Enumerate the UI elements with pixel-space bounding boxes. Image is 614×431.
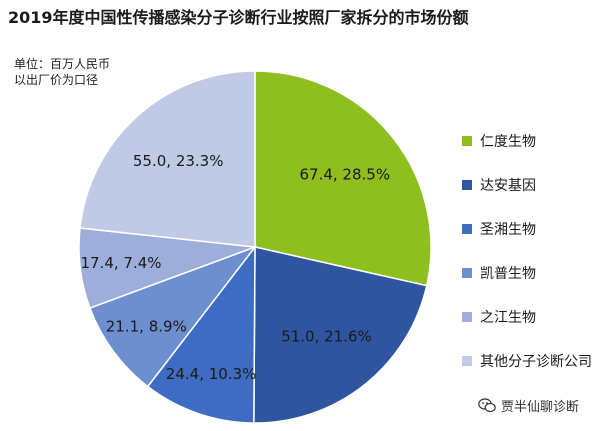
legend-label: 之江生物 — [480, 310, 536, 326]
slice-data-label-1: 67.4, 28.5% — [300, 166, 391, 184]
pie-slice-6 — [79, 70, 256, 248]
legend-swatch — [462, 136, 472, 146]
slice-data-label-4: 21.1, 8.9% — [106, 318, 187, 336]
slice-data-label-5: 17.4, 7.4% — [80, 254, 161, 272]
pie-slice-1 — [254, 70, 432, 287]
legend-item-5: 之江生物 — [462, 306, 592, 328]
legend-label: 达安基因 — [480, 178, 536, 194]
watermark: 贾半仙聊诊断 — [478, 396, 579, 415]
legend-label: 凯普生物 — [480, 266, 536, 282]
legend: 仁度生物达安基因圣湘生物凯普生物之江生物其他分子诊断公司 — [462, 130, 592, 394]
legend-label: 圣湘生物 — [480, 222, 536, 238]
price-basis-label: 以出厂价为口径 — [14, 73, 99, 87]
legend-swatch — [462, 180, 472, 190]
legend-label: 仁度生物 — [480, 134, 536, 150]
pie-slice-3 — [146, 244, 256, 424]
legend-item-4: 凯普生物 — [462, 262, 592, 284]
slice-data-label-6: 55.0, 23.3% — [133, 152, 224, 170]
wechat-icon — [478, 398, 496, 413]
pie-slice-4 — [88, 245, 258, 388]
legend-item-2: 达安基因 — [462, 174, 592, 196]
legend-item-1: 仁度生物 — [462, 130, 592, 152]
legend-swatch — [462, 224, 472, 234]
unit-label: 单位：百万人民币 — [14, 57, 111, 71]
slice-data-label-3: 24.4, 10.3% — [166, 365, 257, 383]
pie-slice-2 — [253, 246, 428, 424]
legend-label: 其他分子诊断公司 — [480, 354, 592, 370]
legend-swatch — [462, 312, 472, 322]
legend-swatch — [462, 356, 472, 366]
unit-note: 单位：百万人民币 以出厂价为口径 — [14, 56, 110, 88]
chart-title: 2019年度中国性传播感染分子诊断行业按照厂家拆分的市场份额 — [8, 8, 469, 27]
legend-swatch — [462, 268, 472, 278]
legend-item-3: 圣湘生物 — [462, 218, 592, 240]
slice-data-label-2: 51.0, 21.6% — [281, 328, 372, 346]
legend-item-6: 其他分子诊断公司 — [462, 350, 592, 372]
watermark-text: 贾半仙聊诊断 — [501, 400, 580, 415]
